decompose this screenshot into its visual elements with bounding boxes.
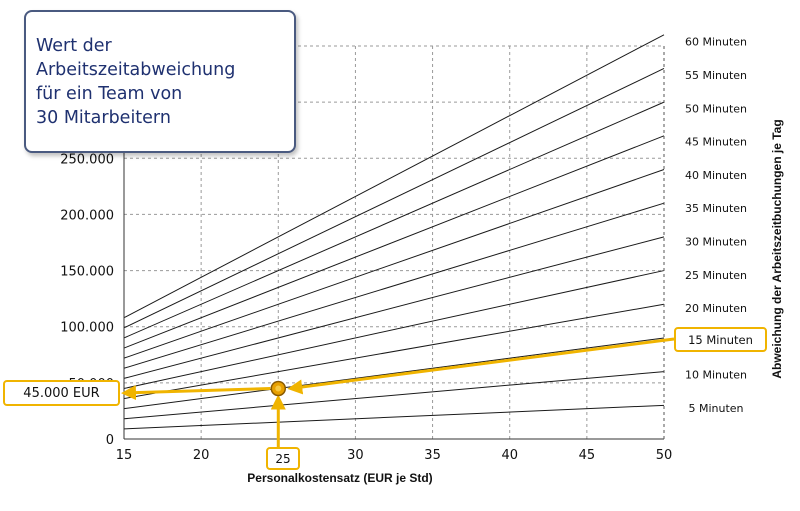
title-line-3: für ein Team von [36, 84, 183, 104]
annotations [121, 337, 675, 447]
series-label: 20 Minuten [685, 302, 747, 315]
series-line [123, 169, 665, 359]
series-label: 60 Minuten [685, 36, 747, 49]
series-label: 35 Minuten [685, 202, 747, 215]
title-line-1: Wert der [36, 36, 112, 56]
series-label: 10 Minuten [685, 369, 747, 382]
series-line [123, 337, 665, 410]
y-tick-label: 200.000 [60, 208, 114, 223]
y-value-callout: 45.000 EUR [3, 380, 120, 406]
series-label: 25 Minuten [685, 269, 747, 282]
series-line [123, 404, 665, 430]
x-value-callout: 25 [266, 447, 300, 470]
y-tick-label: 150.000 [60, 265, 114, 280]
x-tick-label: 30 [347, 448, 364, 463]
series-label: 55 Minuten [685, 69, 747, 82]
series-line [123, 303, 665, 400]
series-label: 30 Minuten [685, 236, 747, 249]
series-line [123, 135, 665, 349]
chart-title-box: Wert der Arbeitszeitabweichung für ein T… [24, 10, 296, 153]
series-label: 5 Minuten [688, 402, 743, 415]
series-label: 40 Minuten [685, 169, 747, 182]
series-line [123, 68, 665, 329]
x-axis-title: Personalkostensatz (EUR je Std) [247, 471, 432, 485]
series-line [123, 101, 665, 339]
y-tick-label: 100.000 [60, 321, 114, 336]
x-tick-label: 50 [656, 448, 673, 463]
series-label: 50 Minuten [685, 102, 747, 115]
x-tick-label: 45 [579, 448, 596, 463]
series-line [123, 236, 665, 379]
series-label: 45 Minuten [685, 136, 747, 149]
series-callout: 15 Minuten [674, 327, 767, 352]
x-tick-label: 40 [501, 448, 518, 463]
title-line-2: Arbeitszeitabweichung [36, 60, 236, 80]
x-tick-label: 15 [116, 448, 133, 463]
series-line [123, 34, 665, 319]
y-tick-label: 0 [106, 433, 114, 448]
arrow-series-to-point [287, 337, 675, 395]
y-tick-label: 250.000 [60, 152, 114, 167]
x-tick-label: 20 [193, 448, 210, 463]
highlight-point-center [275, 385, 282, 392]
series-line [123, 270, 665, 389]
series-line [123, 202, 665, 369]
title-line-4: 30 Mitarbeitern [36, 108, 171, 128]
x-tick-label: 35 [424, 448, 441, 463]
series-lines [123, 34, 665, 430]
arrow-point-to-y-axis [121, 385, 271, 401]
series-line [123, 371, 665, 420]
right-axis-title: Abweichung der Arbeitszeitbuchungen je T… [770, 119, 784, 378]
